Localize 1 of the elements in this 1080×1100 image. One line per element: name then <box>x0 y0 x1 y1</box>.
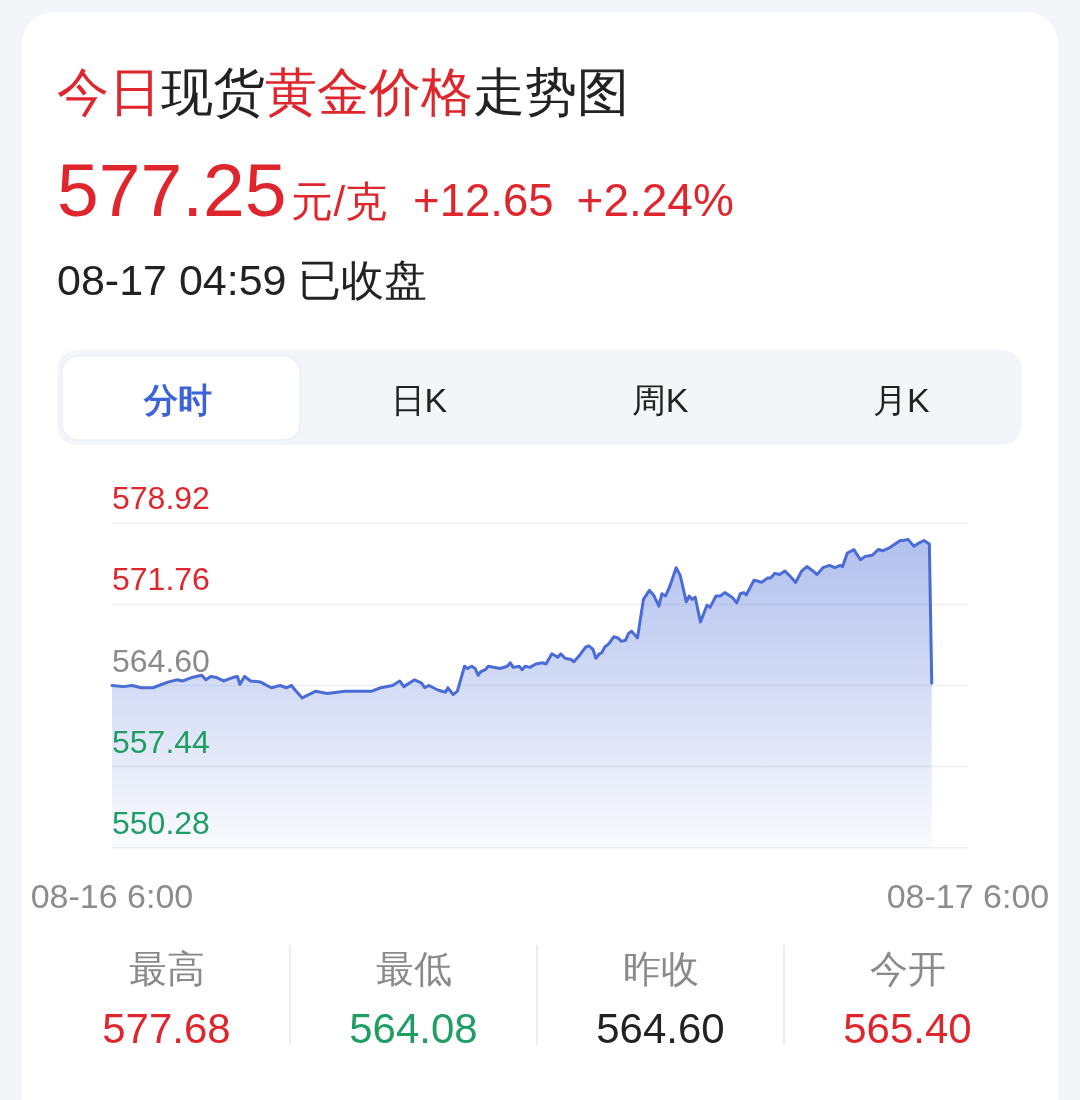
title: 今日现货黄金价格走势图 <box>57 63 629 121</box>
